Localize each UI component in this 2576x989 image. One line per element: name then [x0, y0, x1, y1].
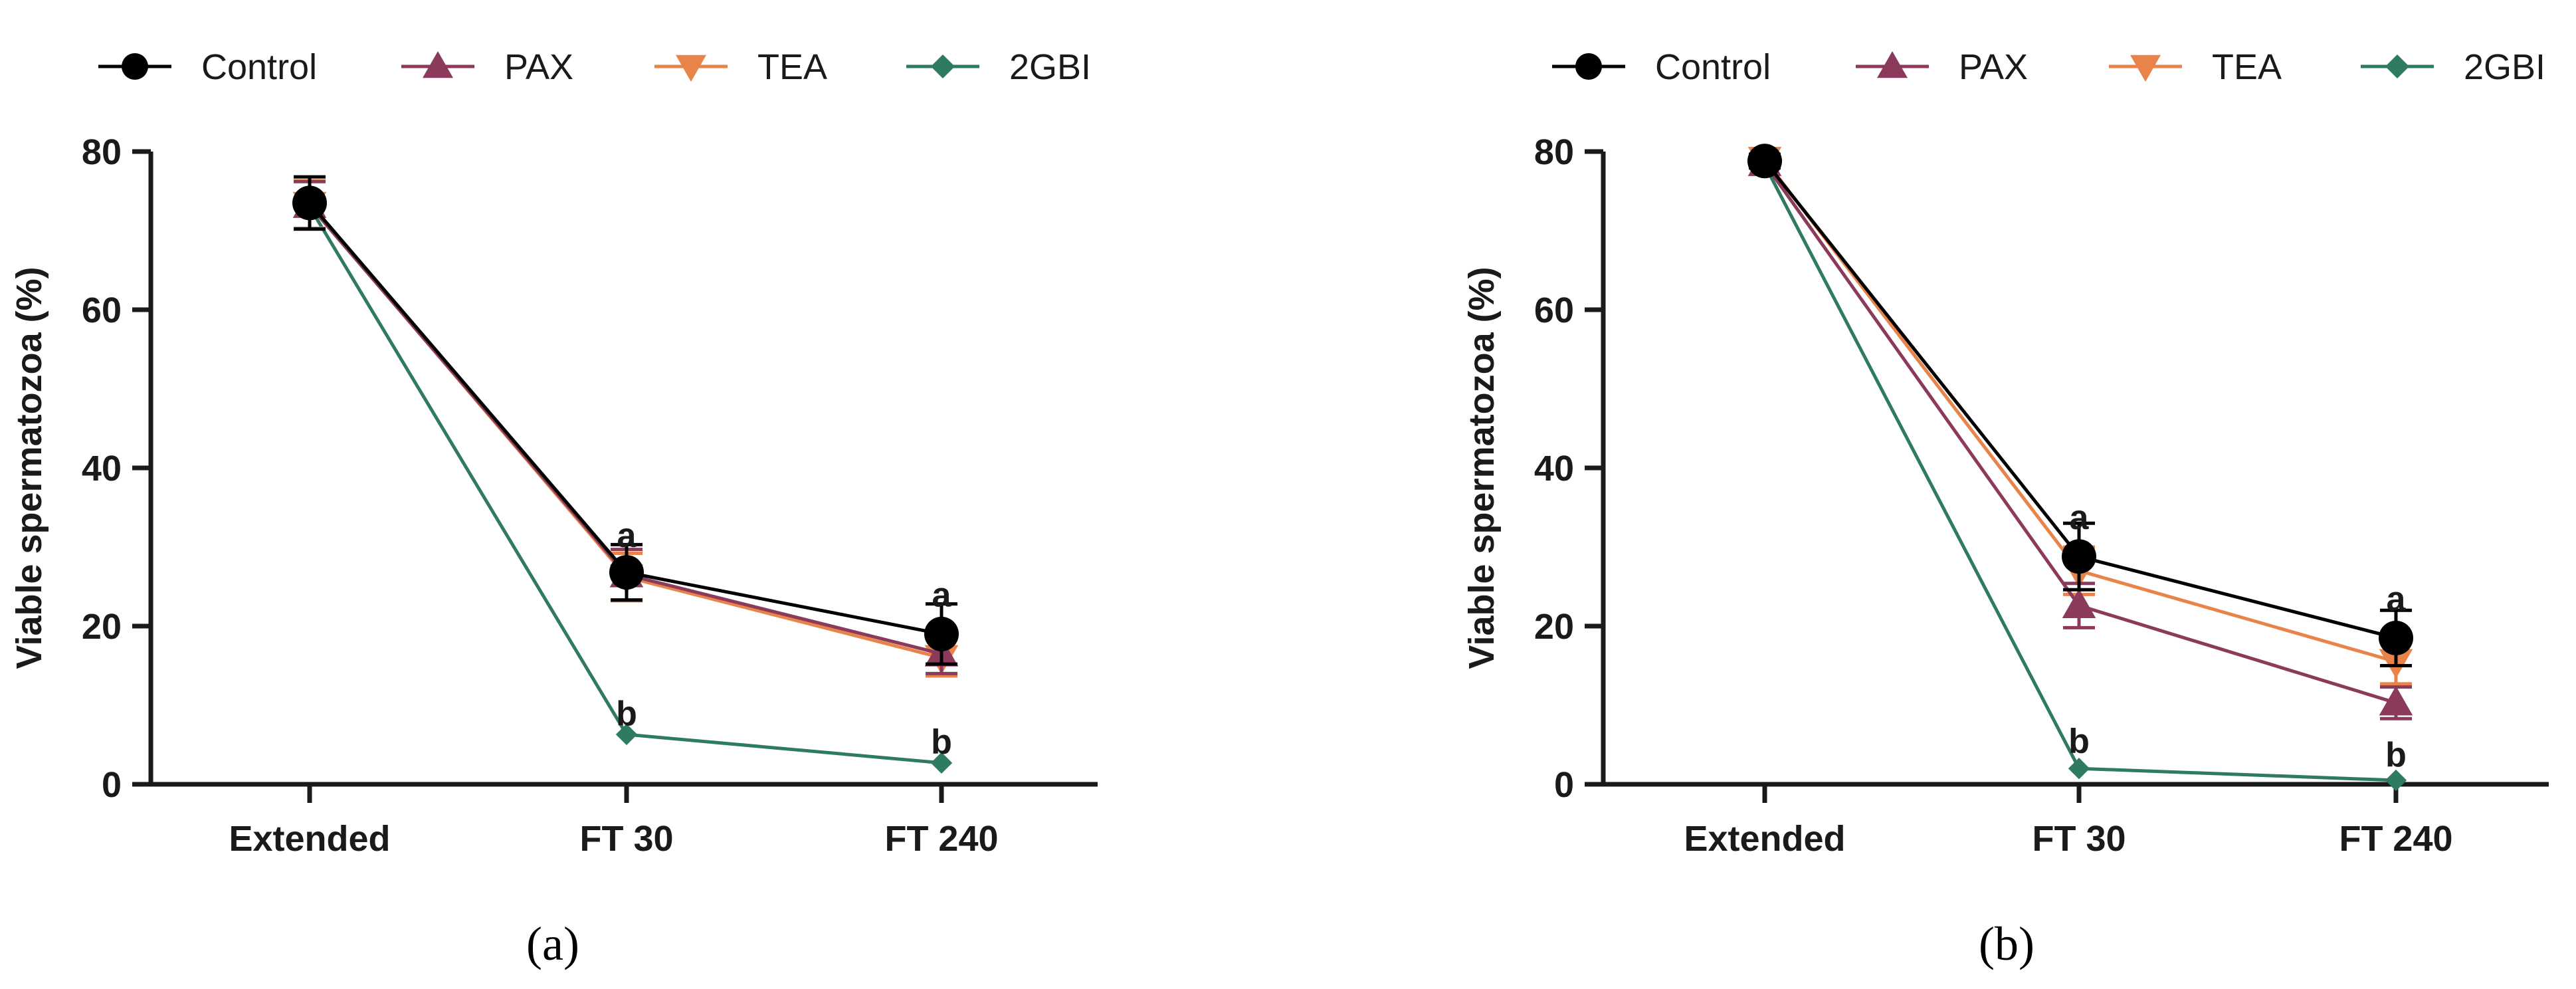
- panel-b: Control PAX TEA 2GBI 0 20 40 60 80 Extended FT 3…: [1462, 47, 2549, 970]
- x-tick-label: Extended: [1684, 819, 1845, 859]
- series-control: [1747, 144, 2413, 667]
- series-2gbi: [298, 196, 953, 774]
- panel-label: (a): [526, 917, 579, 970]
- x-tick-label: FT 240: [2339, 819, 2452, 859]
- y-tick-label: 40: [82, 449, 122, 489]
- significance-letter: a: [2070, 498, 2090, 537]
- x-ticks: Extended FT 30 FT 240: [229, 784, 999, 859]
- legend-label: TEA: [2212, 47, 2282, 87]
- legend-marker: [930, 54, 955, 79]
- legend-marker: [2385, 54, 2410, 79]
- panel-a: Control PAX TEA 2GBI 0 20 40 60 80 Extended FT 3…: [9, 47, 1098, 970]
- series-line: [1763, 164, 2397, 782]
- legend-marker: [1575, 53, 1602, 80]
- data-point: [609, 555, 644, 590]
- y-tick-label: 0: [1554, 765, 1574, 805]
- axes: [1601, 152, 2549, 787]
- panel-label: (b): [1979, 917, 2034, 970]
- y-axis-label: Viable spermatozoa (%): [1462, 267, 1502, 669]
- significance-letter: b: [2385, 736, 2407, 774]
- significance-letter: a: [617, 516, 637, 555]
- y-ticks: 0 20 40 60 80: [82, 132, 151, 805]
- y-ticks: 0 20 40 60 80: [1534, 132, 1603, 805]
- legend-label: TEA: [757, 47, 827, 87]
- y-tick-label: 20: [82, 607, 122, 647]
- y-tick-label: 80: [1534, 132, 1574, 172]
- legend-label: PAX: [504, 47, 573, 87]
- data-point: [292, 185, 327, 221]
- data-point: [1747, 144, 1782, 179]
- series-line: [308, 206, 942, 765]
- y-tick-label: 20: [1534, 607, 1574, 647]
- data-point: [2379, 620, 2413, 655]
- y-tick-label: 60: [82, 290, 122, 330]
- legend-label: 2GBI: [2464, 47, 2545, 87]
- legend-label: Control: [1655, 47, 1771, 87]
- significance-letter: b: [931, 723, 952, 762]
- series-control: [292, 175, 959, 666]
- significance-letter: a: [2387, 580, 2407, 618]
- data-point: [2068, 758, 2090, 780]
- series-2gbi: [1753, 154, 2407, 792]
- y-tick-label: 40: [1534, 449, 1574, 489]
- x-ticks: Extended FT 30 FT 240: [1684, 784, 2453, 859]
- y-tick-label: 60: [1534, 290, 1574, 330]
- x-tick-label: FT 30: [2032, 819, 2126, 859]
- annotations: a b a b: [616, 516, 952, 762]
- legend-label: 2GBI: [1009, 47, 1091, 87]
- legend-marker: [423, 51, 453, 78]
- data-point: [924, 616, 959, 651]
- legend-label: PAX: [1959, 47, 2028, 87]
- legend-label: Control: [201, 47, 317, 87]
- y-tick-label: 80: [82, 132, 122, 172]
- data-point: [930, 752, 953, 774]
- axes: [148, 152, 1098, 787]
- significance-letter: a: [932, 576, 952, 614]
- legend: Control PAX TEA 2GBI: [98, 47, 1091, 87]
- data-point: [615, 723, 638, 746]
- legend: Control PAX TEA 2GBI: [1552, 47, 2545, 87]
- significance-letter: b: [2068, 722, 2090, 761]
- data-point: [2062, 539, 2096, 574]
- legend-marker: [1877, 51, 1908, 78]
- series-group: [1747, 144, 2413, 792]
- data-point: [2385, 769, 2407, 792]
- legend-marker: [122, 53, 148, 80]
- legend-marker: [676, 55, 706, 82]
- y-tick-label: 0: [102, 765, 122, 805]
- legend-marker: [2130, 55, 2161, 82]
- x-tick-label: FT 240: [884, 819, 998, 859]
- y-axis-label: Viable spermatozoa (%): [9, 267, 49, 669]
- x-tick-label: FT 30: [579, 819, 673, 859]
- x-tick-label: Extended: [229, 819, 390, 859]
- series-pax: [1747, 146, 2413, 720]
- significance-letter: b: [616, 695, 637, 733]
- annotations: a b a b: [2068, 498, 2407, 774]
- data-point: [2062, 588, 2096, 619]
- data-point: [2379, 686, 2413, 716]
- series-group: [292, 175, 959, 774]
